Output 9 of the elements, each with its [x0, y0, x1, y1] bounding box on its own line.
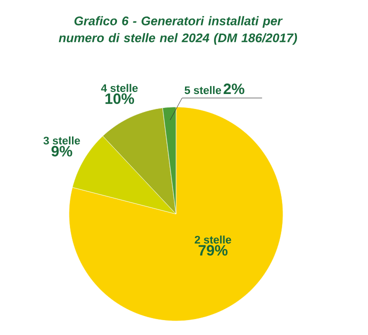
slice-label: 5 stelle [184, 86, 222, 94]
chart-title: Grafico 6 - Generatori installati per numero di stelle nel 2024 (DM 186/2017) [58, 16, 297, 45]
data-label: 9% [52, 146, 72, 156]
data-label: 79% [198, 245, 228, 256]
slice-label: 3 stelle [43, 136, 80, 144]
data-label: 10% [105, 93, 134, 104]
slice-label: 2 stelle [194, 236, 232, 244]
data-label: 2% [224, 84, 244, 94]
slice-label: 4 stelle [101, 84, 138, 92]
